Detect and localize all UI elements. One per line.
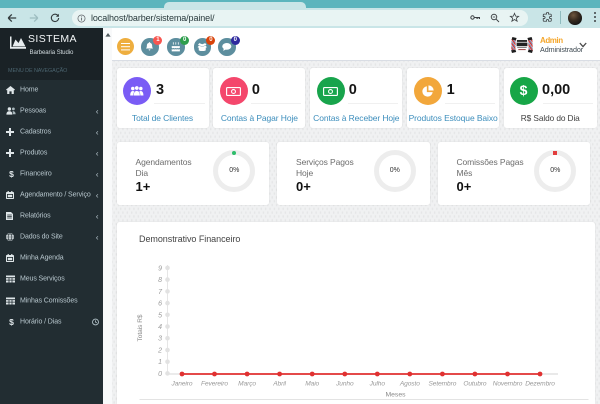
svg-text:0: 0 [158, 371, 162, 378]
svg-text:Maio: Maio [305, 381, 319, 388]
svg-text:6: 6 [158, 301, 162, 308]
svg-text:Novembro: Novembro [492, 381, 522, 388]
svg-text:Junho: Junho [335, 381, 354, 388]
svg-text:Outubro: Outubro [463, 381, 487, 388]
svg-text:7: 7 [158, 289, 163, 296]
svg-text:1: 1 [158, 359, 162, 366]
svg-text:5: 5 [158, 312, 162, 319]
svg-text:Dezembro: Dezembro [525, 381, 555, 388]
svg-text:Abril: Abril [272, 381, 286, 388]
svg-text:3: 3 [158, 336, 162, 343]
svg-text:Agosto: Agosto [398, 381, 419, 388]
svg-text:8: 8 [158, 277, 162, 284]
svg-text:Julho: Julho [368, 381, 385, 388]
svg-text:Março: Março [238, 381, 256, 388]
svg-text:Setembro: Setembro [428, 381, 456, 388]
svg-text:Janeiro: Janeiro [170, 381, 192, 388]
svg-text:Fevereiro: Fevereiro [201, 381, 228, 388]
svg-text:2: 2 [157, 348, 162, 355]
svg-text:9: 9 [158, 265, 162, 272]
svg-text:Meses: Meses [385, 392, 406, 399]
svg-text:4: 4 [158, 324, 162, 331]
svg-text:Totais R$: Totais R$ [137, 314, 144, 341]
